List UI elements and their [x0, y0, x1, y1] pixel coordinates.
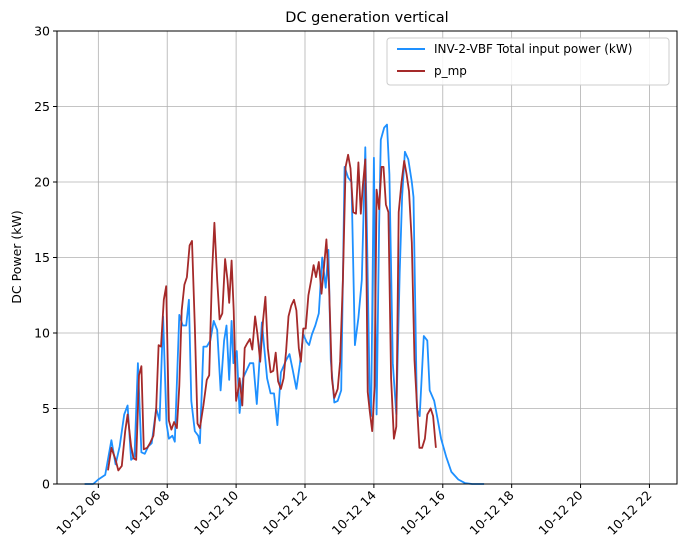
grid-lines [57, 30, 677, 485]
y-tick-label: 5 [42, 401, 50, 416]
legend-label-p-mp: p_mp [434, 64, 467, 78]
series-line-0 [84, 123, 485, 485]
x-tick-label: 10-12 08 [122, 487, 172, 537]
y-axis-ticks: 0 5 10 15 20 25 30 [34, 24, 57, 492]
x-tick-label: 10-12 14 [329, 487, 379, 537]
series-line-1 [107, 153, 437, 472]
y-tick-label: 10 [34, 326, 50, 341]
x-tick-label: 10-12 12 [260, 488, 310, 538]
y-tick-label: 15 [34, 250, 50, 265]
chart-title: DC generation vertical [285, 10, 448, 26]
legend-label-input-power: INV-2-VBF Total input power (kW) [434, 42, 632, 56]
y-tick-label: 30 [34, 24, 50, 39]
series-lines [84, 123, 485, 485]
x-tick-label: 10-12 06 [53, 487, 103, 537]
y-tick-label: 25 [34, 99, 50, 114]
x-tick-label: 10-12 20 [535, 487, 585, 537]
x-tick-label: 10-12 16 [398, 487, 448, 537]
y-tick-label: 20 [34, 175, 50, 190]
x-tick-label: 10-12 22 [604, 488, 654, 538]
x-tick-label: 10-12 18 [466, 487, 516, 537]
x-axis-ticks: 10-12 06 10-12 08 10-12 10 10-12 12 10-12 14… [53, 484, 655, 538]
legend: INV-2-VBF Total input power (kW) p_mp [386, 37, 670, 86]
legend-box [386, 37, 670, 86]
y-tick-label: 0 [42, 477, 50, 492]
y-axis-label: DC Power (kW) [9, 210, 24, 303]
x-tick-label: 10-12 10 [191, 487, 241, 537]
